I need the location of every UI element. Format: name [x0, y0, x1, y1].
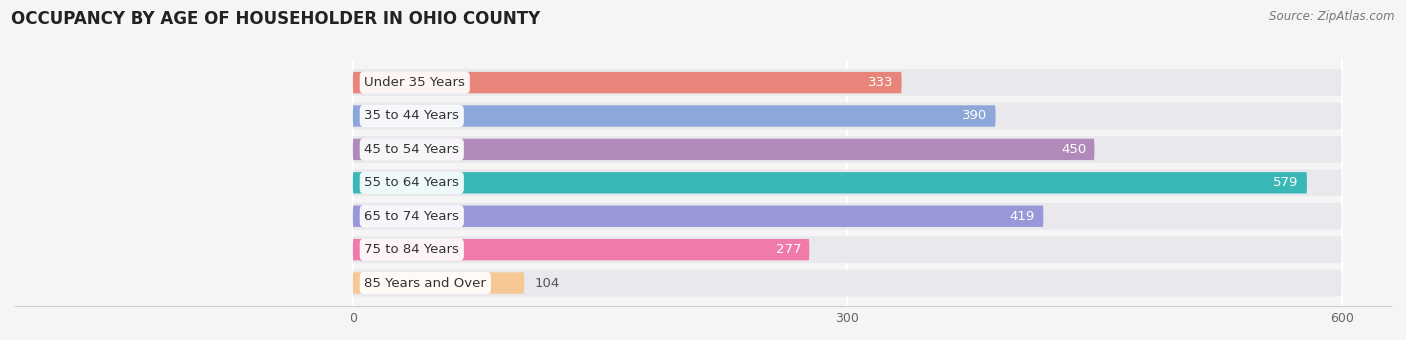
Text: 35 to 44 Years: 35 to 44 Years [364, 109, 460, 122]
Text: 55 to 64 Years: 55 to 64 Years [364, 176, 460, 189]
FancyBboxPatch shape [353, 69, 1341, 96]
FancyBboxPatch shape [353, 206, 1043, 227]
FancyBboxPatch shape [353, 239, 810, 260]
FancyBboxPatch shape [353, 105, 995, 127]
Text: 104: 104 [534, 276, 560, 290]
Text: 390: 390 [962, 109, 987, 122]
Text: Under 35 Years: Under 35 Years [364, 76, 465, 89]
Text: 85 Years and Over: 85 Years and Over [364, 276, 486, 290]
Text: OCCUPANCY BY AGE OF HOUSEHOLDER IN OHIO COUNTY: OCCUPANCY BY AGE OF HOUSEHOLDER IN OHIO … [11, 10, 540, 28]
Text: 419: 419 [1010, 210, 1035, 223]
Text: 579: 579 [1274, 176, 1299, 189]
Text: 333: 333 [868, 76, 893, 89]
FancyBboxPatch shape [353, 172, 1308, 193]
Text: 277: 277 [776, 243, 801, 256]
FancyBboxPatch shape [353, 203, 1341, 230]
FancyBboxPatch shape [353, 136, 1341, 163]
FancyBboxPatch shape [353, 139, 1094, 160]
FancyBboxPatch shape [353, 270, 1341, 296]
FancyBboxPatch shape [353, 236, 1341, 263]
FancyBboxPatch shape [353, 169, 1341, 196]
Text: 65 to 74 Years: 65 to 74 Years [364, 210, 460, 223]
Text: Source: ZipAtlas.com: Source: ZipAtlas.com [1270, 10, 1395, 23]
Text: 45 to 54 Years: 45 to 54 Years [364, 143, 460, 156]
FancyBboxPatch shape [353, 72, 901, 93]
Text: 75 to 84 Years: 75 to 84 Years [364, 243, 460, 256]
FancyBboxPatch shape [353, 103, 1341, 129]
FancyBboxPatch shape [353, 272, 524, 294]
Text: 450: 450 [1062, 143, 1087, 156]
